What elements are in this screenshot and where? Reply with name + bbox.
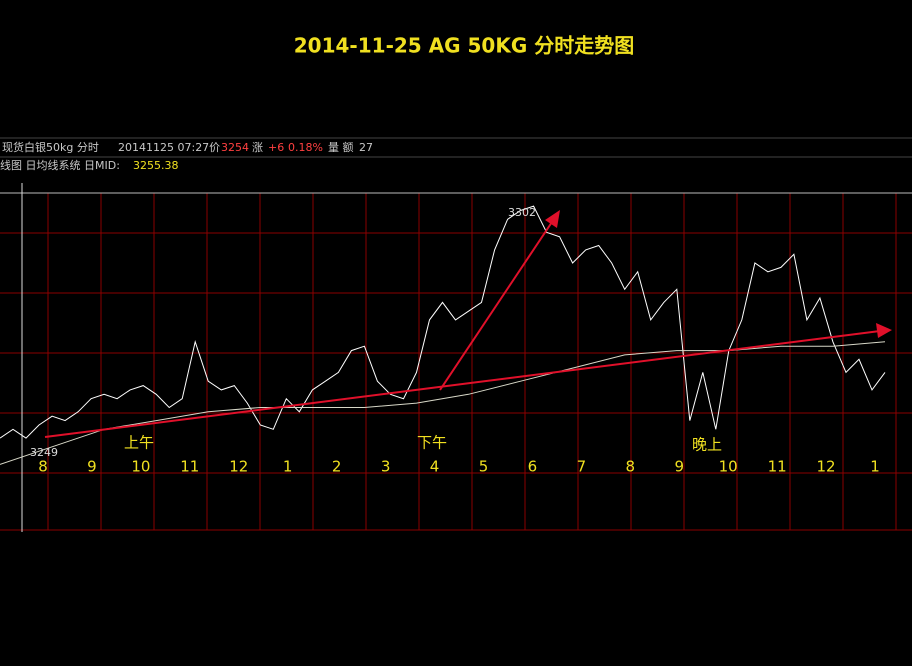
volume-label: 量 额 [328, 141, 354, 154]
trend-line [439, 221, 553, 391]
high-label: 3302 [508, 206, 536, 219]
arrow-head [876, 323, 892, 338]
trend-line [44, 330, 881, 438]
session-label: 下午 [417, 434, 447, 452]
price: 3254 [221, 141, 249, 154]
grid [0, 193, 912, 531]
x-tick-label: 10 [719, 458, 738, 476]
session-label: 晚上 [692, 436, 722, 454]
session-label: 上午 [124, 434, 154, 452]
x-tick-label: 10 [131, 458, 150, 476]
x-tick-label: 7 [577, 458, 587, 476]
x-tick-label: 1 [870, 458, 880, 476]
x-tick-label: 8 [626, 458, 636, 476]
x-tick-label: 5 [479, 458, 489, 476]
x-tick-label: 1 [283, 458, 293, 476]
x-tick-label: 2 [332, 458, 342, 476]
x-tick-label: 8 [38, 458, 48, 476]
change-label: 涨 [252, 141, 263, 154]
mid-value: 3255.38 [133, 159, 179, 172]
x-tick-label: 9 [674, 458, 684, 476]
indicator: 线图 日均线系统 日MID: [0, 158, 120, 172]
x-tick-label: 11 [180, 458, 199, 476]
change: +6 [268, 141, 284, 154]
instrument: 现货白银50kg 分时 [2, 140, 99, 154]
x-tick-label: 11 [768, 458, 787, 476]
x-tick-label: 9 [87, 458, 97, 476]
low-label: 3249 [30, 446, 58, 459]
change-pct: 0.18% [288, 141, 323, 154]
time: 20141125 07:27价 [118, 141, 220, 154]
x-tick-label: 4 [430, 458, 440, 476]
x-tick-label: 12 [817, 458, 836, 476]
arrow-head [545, 210, 560, 228]
x-tick-label: 6 [528, 458, 538, 476]
chart-title: 2014-11-25 AG 50KG 分时走势图 [294, 34, 634, 58]
volume: 27 [359, 141, 373, 154]
x-tick-label: 12 [229, 458, 248, 476]
x-tick-label: 3 [381, 458, 391, 476]
price-line [0, 205, 886, 439]
